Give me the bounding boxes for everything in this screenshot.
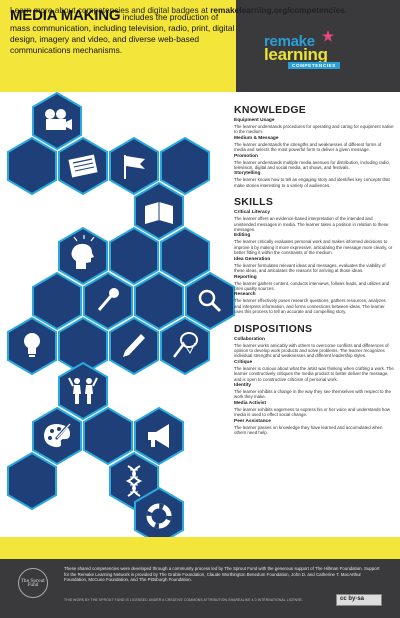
hex-blank-4 (160, 227, 210, 285)
item-desc: The learner critically evaluates persona… (234, 239, 393, 256)
item-title: Peer Assistance (234, 418, 271, 424)
palette-icon (32, 407, 82, 465)
people-icon (58, 362, 108, 420)
learn-more-banner (0, 537, 400, 559)
book-icon (134, 182, 184, 240)
hex-blank-8 (83, 407, 133, 465)
film-camera-icon (32, 92, 82, 150)
section-title: DISPOSITIONS (234, 322, 313, 335)
footer-credits: These shared competencies were developed… (64, 566, 380, 583)
hex-blank-9 (7, 452, 57, 510)
logo-panel (236, 0, 400, 92)
hex-blank-5 (32, 272, 82, 330)
item-desc: The learner works amicably with others t… (234, 342, 389, 359)
item-title: Research (234, 292, 256, 298)
competency-list: KNOWLEDGE Equipment Usage The learner un… (234, 104, 394, 443)
item-title: Equipment Usage (234, 118, 275, 123)
sprout-fund-logo (18, 568, 48, 598)
megaphone-icon (134, 407, 184, 465)
skills-section: SKILLS Critical Literacy The learner off… (234, 196, 394, 314)
item-title: Critical Literacy (234, 210, 270, 216)
item-desc: The learner formulates relevant ideas an… (234, 262, 386, 274)
item-title: Promotion (234, 153, 258, 159)
logo-competencies: COMPETENCIES (288, 62, 340, 69)
item-title: Identity (234, 382, 252, 388)
license-text: THIS WORK BY THE SPROUT FUND IS LICENSED… (64, 598, 303, 602)
item-desc: The learner understands multiple media a… (234, 159, 390, 171)
item-desc: The learner exhibits a change in the way… (234, 388, 391, 400)
section-title: SKILLS (234, 196, 274, 209)
item-desc: The learner understands procedures for o… (234, 124, 394, 135)
flag-icon (109, 137, 159, 195)
competencies-link[interactable]: remakelearning.org/competencies. (210, 5, 348, 15)
hex-blank-6 (134, 272, 184, 330)
intro-body: includes the production of mass communic… (10, 12, 235, 55)
item-desc: The learner gathers content, conducts in… (234, 280, 390, 291)
item-title: Medium & Message (234, 135, 279, 141)
cc-badge-label: cc by-sa (340, 596, 365, 602)
item-title: Editing (234, 233, 251, 239)
hex-blank (7, 137, 57, 195)
section-title: KNOWLEDGE (234, 104, 307, 116)
icon-hex-grid (0, 92, 235, 545)
item-title: Reporting (234, 274, 257, 280)
item-desc: The learner effectively poses research q… (234, 298, 386, 315)
intro-title: MEDIA MAKING (10, 7, 121, 24)
intro-text: MEDIA MAKING includes the production of … (10, 7, 235, 56)
item-desc: The learner offers an evidence-based int… (234, 216, 389, 233)
item-title: Collaboration (234, 336, 265, 342)
sprout-fund-name: The Sprout Fund (21, 578, 45, 588)
logo-star-icon (322, 30, 334, 42)
item-desc: The learner is curious about what the ar… (234, 365, 394, 382)
item-title: Storytelling (234, 171, 261, 177)
knowledge-section: KNOWLEDGE Equipment Usage The learner un… (234, 104, 394, 188)
lightbulb-icon (7, 317, 57, 375)
logo-learning: learning (264, 45, 328, 64)
item-title: Idea Generation (234, 256, 271, 262)
item-desc: The learner knows how to tell an engagin… (234, 177, 390, 188)
magnifier-icon (185, 272, 235, 330)
item-title: Critique (234, 359, 253, 365)
banner-label: Learn more about competencies and digita… (10, 5, 211, 15)
hex-blank-3 (109, 227, 159, 285)
item-title: Media Activist (234, 400, 267, 406)
head-idea-icon (58, 227, 108, 285)
hex-blank-2 (160, 137, 210, 195)
cc-license-badge[interactable]: cc by-sa (336, 594, 382, 606)
learn-more-text: Learn more about competencies and digita… (10, 5, 347, 15)
net-icon (160, 317, 210, 375)
pen-icon (109, 317, 159, 375)
logo-remake: remake (264, 33, 315, 50)
remake-learning-logo: remake learning COMPETENCIES (264, 30, 384, 73)
newspaper-icon (58, 137, 108, 195)
item-desc: The learner understands the strengths an… (234, 141, 382, 153)
footer (0, 559, 400, 618)
microphone-icon (83, 272, 133, 330)
dispositions-section: DISPOSITIONS Collaboration The learner w… (234, 323, 394, 436)
item-desc: The learner exhibits eagerness to expres… (234, 406, 390, 418)
item-desc: The learner passes on knowledge they hav… (234, 424, 383, 435)
